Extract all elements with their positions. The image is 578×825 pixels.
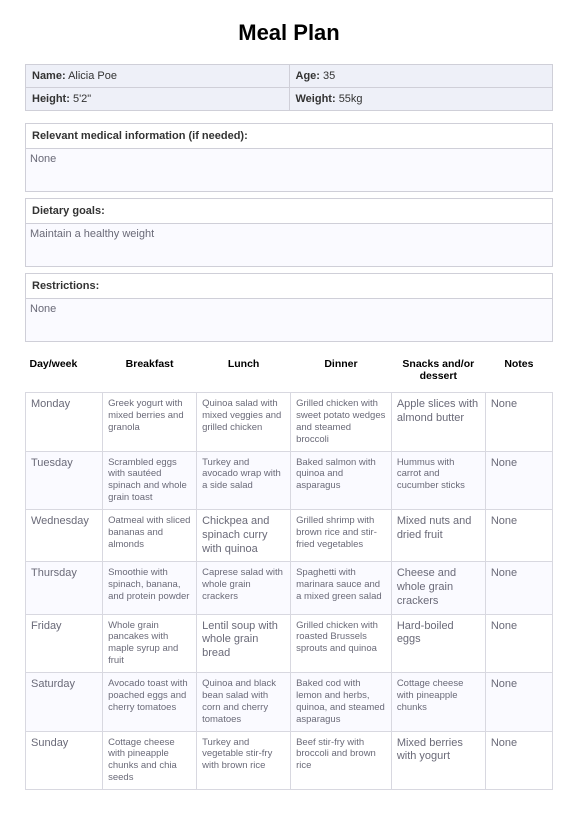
height-label: Height: <box>32 93 70 105</box>
cell-day: Saturday <box>26 673 103 732</box>
meal-table: Day/week Breakfast Lunch Dinner Snacks a… <box>25 352 553 790</box>
cell-lunch: Quinoa salad with mixed veggies and gril… <box>197 393 291 452</box>
cell-lunch: Turkey and vegetable stir-fry with brown… <box>197 731 291 790</box>
cell-lunch: Chickpea and spinach curry with quinoa <box>197 510 291 562</box>
cell-breakfast: Scrambled eggs with sautéed spinach and … <box>103 451 197 510</box>
cell-snacks: Cheese and whole grain crackers <box>391 562 485 614</box>
cell-dinner: Baked cod with lemon and herbs, quinoa, … <box>291 673 392 732</box>
restrictions-header: Restrictions: <box>25 273 553 299</box>
age-label: Age: <box>296 70 320 82</box>
cell-lunch: Turkey and avocado wrap with a side sala… <box>197 451 291 510</box>
table-row: SundayCottage cheese with pineapple chun… <box>26 731 553 790</box>
cell-notes: None <box>485 673 552 732</box>
cell-breakfast: Smoothie with spinach, banana, and prote… <box>103 562 197 614</box>
col-day: Day/week <box>26 352 103 393</box>
cell-lunch: Quinoa and black bean salad with corn an… <box>197 673 291 732</box>
cell-day: Tuesday <box>26 451 103 510</box>
medical-body: None <box>25 149 553 192</box>
table-row: WednesdayOatmeal with sliced bananas and… <box>26 510 553 562</box>
cell-breakfast: Oatmeal with sliced bananas and almonds <box>103 510 197 562</box>
cell-notes: None <box>485 393 552 452</box>
table-row: SaturdayAvocado toast with poached eggs … <box>26 673 553 732</box>
cell-dinner: Grilled chicken with sweet potato wedges… <box>291 393 392 452</box>
table-row: TuesdayScrambled eggs with sautéed spina… <box>26 451 553 510</box>
cell-notes: None <box>485 614 552 673</box>
cell-snacks: Mixed berries with yogurt <box>391 731 485 790</box>
cell-breakfast: Cottage cheese with pineapple chunks and… <box>103 731 197 790</box>
cell-notes: None <box>485 451 552 510</box>
restrictions-body: None <box>25 299 553 342</box>
col-breakfast: Breakfast <box>103 352 197 393</box>
cell-day: Friday <box>26 614 103 673</box>
meal-header-row: Day/week Breakfast Lunch Dinner Snacks a… <box>26 352 553 393</box>
cell-notes: None <box>485 731 552 790</box>
cell-dinner: Spaghetti with marinara sauce and a mixe… <box>291 562 392 614</box>
medical-header: Relevant medical information (if needed)… <box>25 123 553 149</box>
weight-label: Weight: <box>296 93 336 105</box>
info-table: Name: Alicia Poe Age: 35 Height: 5'2" We… <box>25 64 553 111</box>
cell-notes: None <box>485 510 552 562</box>
table-row: MondayGreek yogurt with mixed berries an… <box>26 393 553 452</box>
cell-day: Thursday <box>26 562 103 614</box>
col-dinner: Dinner <box>291 352 392 393</box>
cell-snacks: Cottage cheese with pineapple chunks <box>391 673 485 732</box>
cell-breakfast: Greek yogurt with mixed berries and gran… <box>103 393 197 452</box>
goals-header: Dietary goals: <box>25 198 553 224</box>
col-snacks: Snacks and/or dessert <box>391 352 485 393</box>
goals-body: Maintain a healthy weight <box>25 224 553 267</box>
cell-snacks: Hard-boiled eggs <box>391 614 485 673</box>
weight-value: 55kg <box>339 93 363 105</box>
col-lunch: Lunch <box>197 352 291 393</box>
cell-lunch: Caprese salad with whole grain crackers <box>197 562 291 614</box>
cell-dinner: Baked salmon with quinoa and asparagus <box>291 451 392 510</box>
cell-breakfast: Whole grain pancakes with maple syrup an… <box>103 614 197 673</box>
name-label: Name: <box>32 70 66 82</box>
cell-day: Wednesday <box>26 510 103 562</box>
cell-snacks: Apple slices with almond butter <box>391 393 485 452</box>
cell-dinner: Beef stir-fry with broccoli and brown ri… <box>291 731 392 790</box>
table-row: ThursdaySmoothie with spinach, banana, a… <box>26 562 553 614</box>
cell-snacks: Hummus with carrot and cucumber sticks <box>391 451 485 510</box>
height-value: 5'2" <box>73 93 91 105</box>
cell-breakfast: Avocado toast with poached eggs and cher… <box>103 673 197 732</box>
cell-notes: None <box>485 562 552 614</box>
cell-day: Monday <box>26 393 103 452</box>
col-notes: Notes <box>485 352 552 393</box>
name-value: Alicia Poe <box>68 70 117 82</box>
cell-lunch: Lentil soup with whole grain bread <box>197 614 291 673</box>
cell-dinner: Grilled shrimp with brown rice and stir-… <box>291 510 392 562</box>
cell-snacks: Mixed nuts and dried fruit <box>391 510 485 562</box>
table-row: FridayWhole grain pancakes with maple sy… <box>26 614 553 673</box>
age-value: 35 <box>323 70 335 82</box>
page-title: Meal Plan <box>25 20 553 46</box>
cell-day: Sunday <box>26 731 103 790</box>
cell-dinner: Grilled chicken with roasted Brussels sp… <box>291 614 392 673</box>
